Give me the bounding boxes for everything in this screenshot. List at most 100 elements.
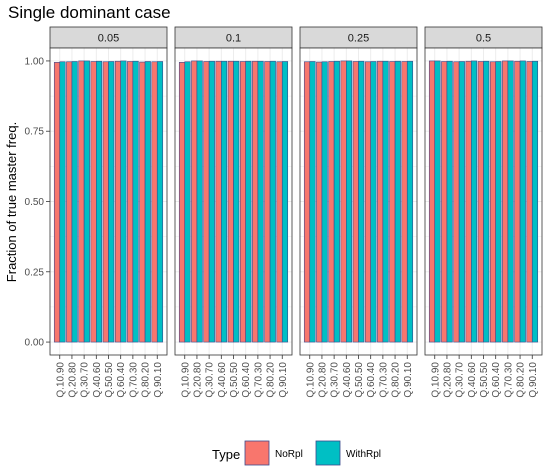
bar-norpl-q.40.60 xyxy=(90,61,97,343)
bar-norpl-q.20.80 xyxy=(316,61,323,343)
y-axis-label: Fraction of true master freq. xyxy=(4,122,19,282)
bar-withrpl-q.70.30 xyxy=(507,60,514,343)
bar-norpl-q.90.10 xyxy=(151,61,158,343)
bar-norpl-q.30.70 xyxy=(203,61,210,343)
bar-withrpl-q.10.90 xyxy=(59,61,66,343)
x-tick-label: Q.10.90 xyxy=(55,362,66,398)
bar-norpl-q.60.40 xyxy=(239,61,246,343)
bar-norpl-q.10.90 xyxy=(178,62,186,343)
x-tick-label: Q.60.40 xyxy=(491,362,502,398)
bar-withrpl-q.80.20 xyxy=(519,60,526,343)
x-tick-label: Q.40.60 xyxy=(342,362,353,398)
x-tick-label: Q.60.40 xyxy=(116,362,127,398)
bar-norpl-q.50.50 xyxy=(102,61,109,343)
facet-panel-0.1: 0.1Q.10.90 Q.20.80 Q.30.70 Q.40.60 Q.50.50 Q.… xyxy=(174,26,293,398)
bar-withrpl-q.40.60 xyxy=(346,60,353,343)
x-tick-label: Q.50.50 xyxy=(354,362,365,398)
bar-norpl-q.30.70 xyxy=(78,60,85,343)
bar-norpl-q.70.30 xyxy=(377,60,384,343)
bar-withrpl-q.30.70 xyxy=(208,60,215,343)
bar-withrpl-q.10.90 xyxy=(434,60,441,343)
bar-withrpl-q.90.10 xyxy=(156,61,164,343)
bar-withrpl-q.70.30 xyxy=(257,60,264,343)
panel-border xyxy=(49,47,168,356)
bar-norpl-q.90.10 xyxy=(401,61,408,343)
bar-norpl-q.90.10 xyxy=(526,61,533,343)
bar-withrpl-q.30.70 xyxy=(333,60,340,343)
x-tick-label: Q.80.20 xyxy=(141,362,152,398)
y-tick-label: 0.00 xyxy=(25,338,45,349)
facet-panel-0.05: 0.05Q.10.90 Q.20.80 Q.30.70 Q.40.60 Q.50.50 Q… xyxy=(49,26,168,398)
x-tick-label: Q.70.30 xyxy=(253,362,264,398)
x-tick-label: Q.20.80 xyxy=(192,362,203,398)
bar-norpl-q.20.80 xyxy=(191,60,198,343)
bar-withrpl-q.20.80 xyxy=(196,60,203,343)
panel-border xyxy=(299,47,418,356)
bar-norpl-q.80.20 xyxy=(264,61,271,343)
facet-panels: 0.00 0.25 0.50 0.75 1.00 0.05Q.10.90 Q.20.80 Q.… xyxy=(25,26,543,398)
bar-withrpl-q.10.90 xyxy=(309,61,316,343)
bar-withrpl-q.40.60 xyxy=(96,60,103,343)
x-tick-label: Q.70.30 xyxy=(503,362,514,398)
bar-norpl-q.40.60 xyxy=(465,60,472,343)
chart-title: Single dominant case xyxy=(8,3,171,22)
bar-withrpl-q.50.50 xyxy=(233,60,240,343)
legend: Type NoRpl WithRpl xyxy=(212,440,381,466)
y-tick-label: 0.75 xyxy=(25,127,45,138)
x-tick-label: Q.70.30 xyxy=(378,362,389,398)
legend-item-norpl: NoRpl xyxy=(244,440,303,466)
x-tick-label: Q.20.80 xyxy=(67,362,78,398)
bar-withrpl-q.60.40 xyxy=(370,61,377,343)
x-tick-label: Q.80.20 xyxy=(516,362,527,398)
x-tick-label: Q.70.30 xyxy=(128,362,139,398)
facet-strip-label: 0.1 xyxy=(226,33,241,45)
legend-title: Type xyxy=(212,447,240,462)
bar-norpl-q.80.20 xyxy=(139,61,146,343)
bar-norpl-q.70.30 xyxy=(252,60,259,343)
bar-norpl-q.60.40 xyxy=(114,60,121,343)
x-tick-label: Q.90.10 xyxy=(528,362,539,398)
x-tick-label: Q.80.20 xyxy=(391,362,402,398)
legend-item-withrpl: WithRpl xyxy=(315,440,381,466)
bar-withrpl-q.90.10 xyxy=(281,61,289,343)
bar-withrpl-q.30.70 xyxy=(83,60,90,343)
x-tick-label: Q.40.60 xyxy=(467,362,478,398)
bar-withrpl-q.40.60 xyxy=(471,60,478,343)
bar-withrpl-q.20.80 xyxy=(71,61,78,343)
bar-norpl-q.50.50 xyxy=(227,60,234,343)
bar-norpl-q.40.60 xyxy=(340,60,347,343)
x-tick-label: Q.50.50 xyxy=(229,362,240,398)
panel-border xyxy=(174,47,293,356)
legend-swatch xyxy=(244,440,270,466)
y-tick-label: 0.25 xyxy=(25,267,45,278)
bar-withrpl-q.90.10 xyxy=(531,60,539,343)
facet-strip-label: 0.5 xyxy=(476,33,491,45)
x-tick-label: Q.90.10 xyxy=(403,362,414,398)
x-tick-label: Q.40.60 xyxy=(92,362,103,398)
x-tick-label: Q.10.90 xyxy=(305,362,316,398)
bar-norpl-q.10.90 xyxy=(428,60,436,343)
bar-withrpl-q.90.10 xyxy=(406,60,414,343)
x-tick-label: Q.60.40 xyxy=(366,362,377,398)
bar-withrpl-q.20.80 xyxy=(446,60,453,343)
y-tick-label: 0.50 xyxy=(25,197,45,208)
bar-withrpl-q.70.30 xyxy=(382,60,389,343)
x-tick-label: Q.90.10 xyxy=(153,362,164,398)
bar-withrpl-q.30.70 xyxy=(458,61,465,343)
facet-panel-0.25: 0.25Q.10.90 Q.20.80 Q.30.70 Q.40.60 Q.50.50 Q… xyxy=(299,26,418,398)
bar-withrpl-q.50.50 xyxy=(108,61,115,343)
bar-norpl-q.60.40 xyxy=(489,61,496,343)
bar-withrpl-q.80.20 xyxy=(144,61,151,343)
bar-withrpl-q.60.40 xyxy=(495,61,502,343)
bar-withrpl-q.50.50 xyxy=(483,60,490,343)
bar-norpl-q.80.20 xyxy=(514,60,521,343)
x-tick-label: Q.50.50 xyxy=(479,362,490,398)
bar-withrpl-q.50.50 xyxy=(358,60,365,343)
bar-norpl-q.10.90 xyxy=(53,62,61,343)
x-tick-label: Q.20.80 xyxy=(442,362,453,398)
panel-border xyxy=(424,47,543,356)
x-tick-label: Q.30.70 xyxy=(205,362,216,398)
legend-swatch xyxy=(315,440,341,466)
y-tick-label: 1.00 xyxy=(25,56,45,67)
